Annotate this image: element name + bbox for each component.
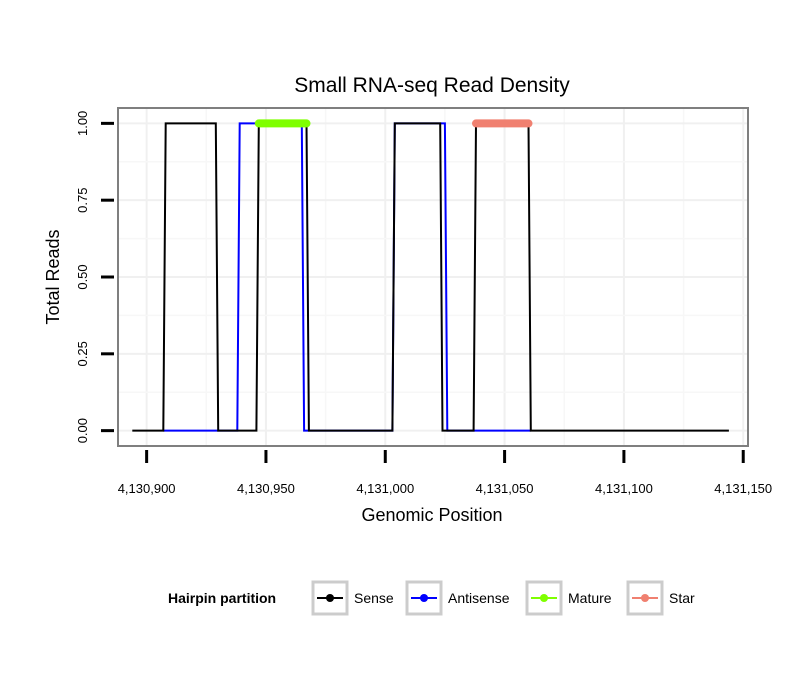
x-axis-label: Genomic Position <box>361 505 502 525</box>
y-axis: 0.00 0.25 0.50 0.75 1.00 <box>75 111 114 443</box>
y-tick-label: 0.50 <box>75 264 90 289</box>
x-tick-label: 4,130,900 <box>118 481 176 496</box>
legend-key-dot <box>420 594 428 602</box>
y-tick-label: 1.00 <box>75 111 90 136</box>
legend-key-dot <box>540 594 548 602</box>
legend-entry-antisense: Antisense <box>448 590 510 606</box>
x-tick-label: 4,131,000 <box>356 481 414 496</box>
x-axis: 4,130,900 4,130,950 4,131,000 4,131,050 4,13… <box>118 450 772 496</box>
legend: Hairpin partition Sense Antisense Mature St… <box>168 580 695 616</box>
chart-title: Small RNA-seq Read Density <box>294 74 570 97</box>
legend-entry-star: Star <box>669 590 695 606</box>
y-tick-label: 0.00 <box>75 418 90 443</box>
x-tick-label: 4,131,100 <box>595 481 653 496</box>
y-axis-label: Total Reads <box>43 229 63 324</box>
legend-key-dot <box>326 594 334 602</box>
legend-entry-sense: Sense <box>354 590 394 606</box>
legend-key-dot <box>641 594 649 602</box>
grid-lines <box>119 109 747 445</box>
legend-title: Hairpin partition <box>168 590 276 606</box>
series-lines <box>132 119 729 432</box>
y-tick-label: 0.25 <box>75 341 90 366</box>
x-tick-label: 4,131,050 <box>476 481 534 496</box>
x-tick-label: 4,130,950 <box>237 481 295 496</box>
x-tick-label: 4,131,150 <box>714 481 772 496</box>
y-tick-label: 0.75 <box>75 188 90 213</box>
legend-entry-mature: Mature <box>568 590 612 606</box>
